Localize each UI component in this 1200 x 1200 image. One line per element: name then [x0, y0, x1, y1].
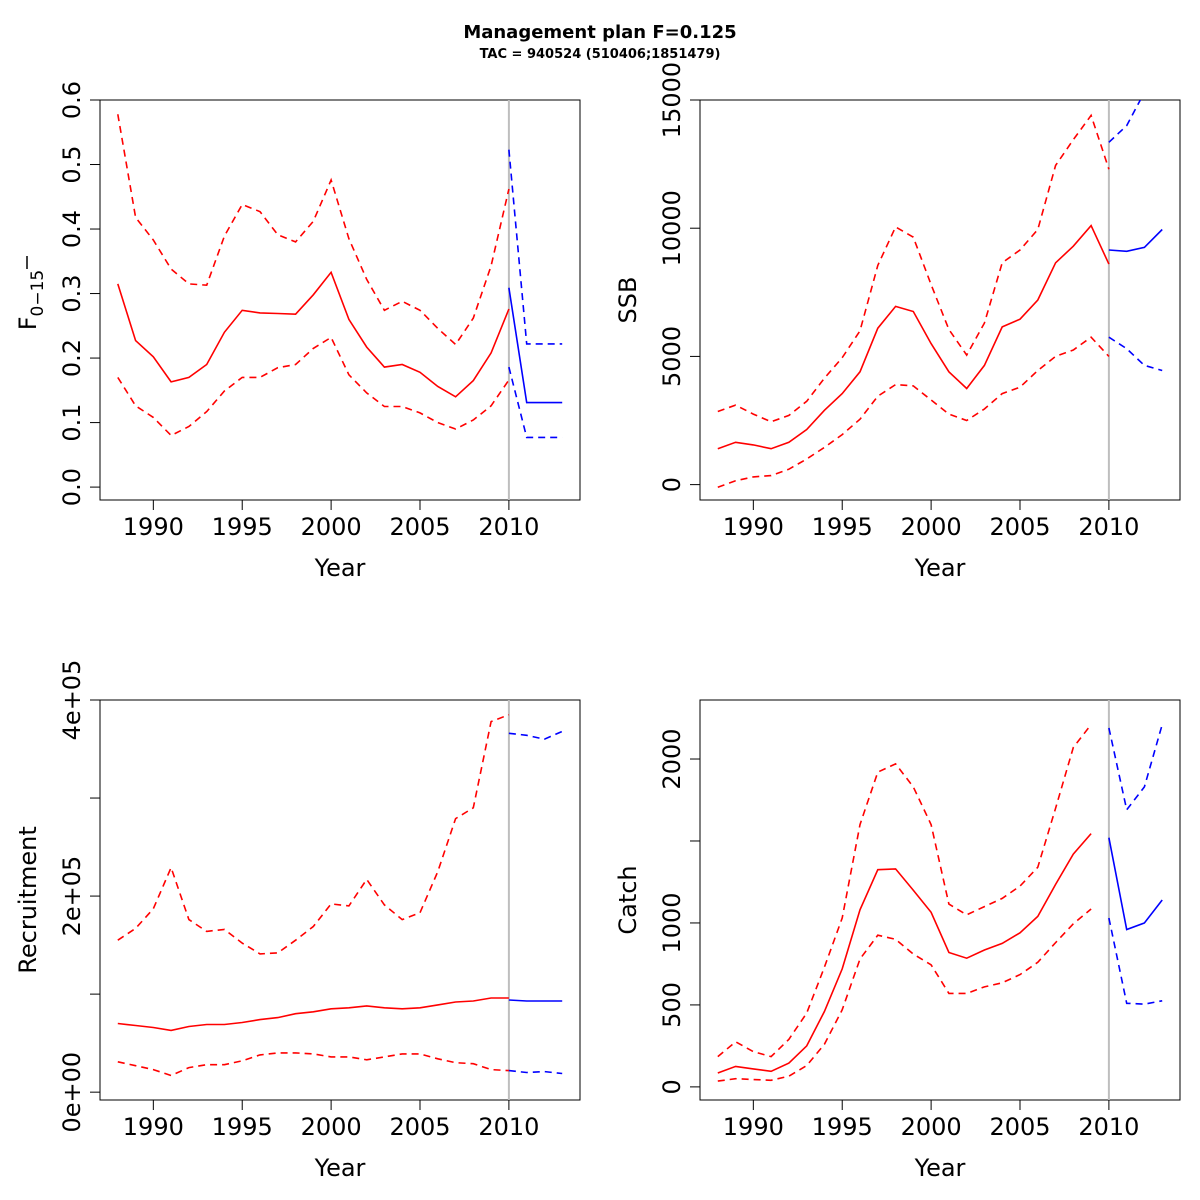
series-line-forecast-upper	[508, 730, 563, 741]
x-tick-label: 2000	[901, 1113, 962, 1141]
series-line-lower	[117, 1052, 509, 1077]
x-tick-label: 1995	[212, 513, 273, 541]
y-tick-label: 1000	[658, 892, 686, 953]
y-tick-label: 0.6	[58, 81, 86, 119]
y-tick-label: 15000	[658, 62, 686, 138]
x-axis-label: Year	[314, 1154, 366, 1182]
y-tick-label: 4e+05	[58, 660, 86, 741]
plot-frame	[699, 99, 1181, 501]
panel-recruitment: 1990 1995 2000 2005 2010 0e+00 2e+05 4e+05 Year R…	[14, 660, 581, 1182]
figure-title: Management plan F=0.125	[463, 22, 737, 43]
series-line-estimate	[717, 224, 1110, 450]
x-tick-label: 2010	[1078, 1113, 1139, 1141]
series-line-upper	[117, 713, 510, 955]
x-tick-label: 2010	[478, 513, 539, 541]
x-tick-label: 1995	[812, 1113, 873, 1141]
x-tick-label: 2010	[1078, 513, 1139, 541]
y-axis-label-main: F	[14, 316, 42, 330]
series-line-forecast	[508, 999, 563, 1002]
x-axis-label: Year	[914, 554, 966, 582]
x-tick-label: 2000	[301, 513, 362, 541]
x-tick-label: 2000	[901, 513, 962, 541]
y-tick-label: 0.3	[58, 274, 86, 312]
y-tick-label: 2e+05	[58, 856, 86, 937]
series-line-forecast-upper	[1108, 100, 1142, 143]
x-tick-label: 1990	[723, 1113, 784, 1141]
y-tick-label: 5000	[658, 326, 686, 387]
panel-catch: 1990 1995 2000 2005 2010 0 500 1000 2000 Year Catc…	[614, 699, 1181, 1182]
series-line-forecast	[1108, 228, 1163, 253]
plot-frame	[699, 699, 1181, 1101]
y-tick-label: 0.2	[58, 339, 86, 377]
series-line-forecast-lower	[508, 366, 563, 439]
x-tick-label: 2005	[989, 1113, 1050, 1141]
y-tick-label: 0.0	[58, 468, 86, 506]
x-tick-label: 1990	[123, 1113, 184, 1141]
x-tick-label: 1995	[812, 513, 873, 541]
y-tick-label: 2000	[658, 728, 686, 789]
x-tick-label: 2005	[389, 513, 450, 541]
series-line-lower	[117, 336, 510, 437]
y-axis-label: F0−15	[14, 270, 48, 331]
plot-frame	[99, 99, 581, 501]
series-line-forecast	[1108, 837, 1163, 931]
x-tick-label: 1990	[123, 513, 184, 541]
y-tick-label: 0e+00	[58, 1052, 86, 1133]
figure-subtitle: TAC = 940524 (510406;1851479)	[479, 47, 721, 62]
y-tick-label: 0	[658, 477, 686, 492]
series-line-estimate	[117, 270, 510, 398]
x-tick-label: 2010	[478, 1113, 539, 1141]
series-line-upper	[117, 114, 510, 346]
x-tick-label: 1995	[212, 1113, 273, 1141]
series-line-forecast-lower	[1108, 336, 1163, 372]
series-line-upper	[717, 724, 1092, 1058]
y-tick-label: 0	[658, 1079, 686, 1094]
y-axis-label: Catch	[614, 865, 642, 934]
x-axis-label: Year	[914, 1154, 966, 1182]
x-tick-label: 1990	[723, 513, 784, 541]
series-line-lower	[717, 336, 1110, 488]
series-line-forecast-upper	[508, 149, 563, 345]
series-line-estimate	[717, 833, 1092, 1074]
series-line-forecast-lower	[1108, 917, 1163, 1005]
series-line-lower	[717, 908, 1092, 1082]
y-tick-label: 10000	[658, 190, 686, 266]
y-tick-label: 0.1	[58, 403, 86, 441]
panel-ssb: 1990 1995 2000 2005 2010 0 5000 10000 15000 Year S…	[614, 62, 1181, 582]
series-line-upper	[717, 113, 1110, 423]
y-axis-label: SSB	[614, 277, 642, 324]
y-tick-label: 0.4	[58, 210, 86, 248]
y-tick-label: 0.5	[58, 145, 86, 183]
panel-fbar: 1990 1995 2000 2005 2010 0.0 0.1 0.2 0.3 0.4 0.5 0.…	[14, 81, 581, 582]
y-axis-label: Recruitment	[14, 826, 42, 973]
x-tick-label: 2000	[301, 1113, 362, 1141]
plot-frame	[99, 699, 581, 1101]
y-axis-label-subscript: 0−15	[28, 270, 48, 317]
y-tick-label: 500	[658, 982, 686, 1028]
x-axis-label: Year	[314, 554, 366, 582]
series-line-estimate	[117, 997, 509, 1032]
series-line-forecast-lower	[508, 1069, 563, 1075]
series-line-forecast-upper	[1108, 724, 1163, 812]
x-tick-label: 2005	[389, 1113, 450, 1141]
x-tick-label: 2005	[989, 513, 1050, 541]
series-line-forecast	[508, 287, 563, 404]
